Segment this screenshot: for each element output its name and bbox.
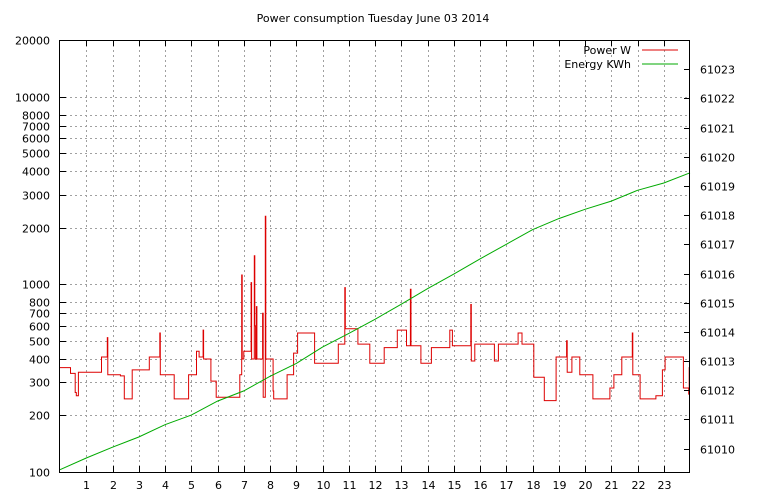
x-tick-label: 15 <box>448 479 462 492</box>
y-right-tick-label: 61019 <box>700 181 735 194</box>
y-left-tick-label: 100 <box>29 467 50 480</box>
legend-label: Energy KWh <box>564 58 631 71</box>
y-right-tick-label: 61012 <box>700 385 735 398</box>
x-tick-label: 3 <box>136 479 143 492</box>
x-tick-label: 22 <box>632 479 646 492</box>
plot-frame <box>59 40 690 473</box>
y-left-tick-label: 5000 <box>22 148 50 161</box>
series-power-w-line <box>60 215 690 402</box>
x-tick-label: 6 <box>215 479 222 492</box>
y-right-tick-label: 61018 <box>700 210 735 223</box>
x-tick-label: 5 <box>188 479 195 492</box>
axes: 1 2 3 4 5 6 7 8 9 10 11 12 13 14 15 16 17 18 19 20 21 22 23100… <box>15 35 735 493</box>
x-tick-label: 19 <box>553 479 567 492</box>
x-tick-label: 14 <box>422 479 436 492</box>
x-tick-label: 2 <box>110 479 117 492</box>
y-right-tick-label: 61023 <box>700 64 735 77</box>
y-left-tick-label: 20000 <box>15 35 50 48</box>
y-left-tick-label: 1000 <box>22 279 50 292</box>
x-tick-label: 9 <box>293 479 300 492</box>
x-tick-label: 12 <box>369 479 383 492</box>
y-left-tick-label: 500 <box>29 336 50 349</box>
y-right-tick-label: 61017 <box>700 239 735 252</box>
y-left-tick-label: 3000 <box>22 190 50 203</box>
x-tick-label: 16 <box>474 479 488 492</box>
y-right-tick-label: 61014 <box>700 327 735 340</box>
x-tick-label: 8 <box>267 479 274 492</box>
series-layer <box>59 172 691 471</box>
y-left-tick-label: 400 <box>29 354 50 367</box>
y-right-tick-label: 61013 <box>700 356 735 369</box>
y-left-tick-label: 4000 <box>22 166 50 179</box>
x-tick-label: 20 <box>579 479 593 492</box>
y-left-tick-label: 10000 <box>15 92 50 105</box>
y-left-tick-label: 700 <box>29 308 50 321</box>
y-left-tick-label: 200 <box>29 410 50 423</box>
x-tick-label: 23 <box>658 479 672 492</box>
y-right-tick-label: 61022 <box>700 93 735 106</box>
x-tick-label: 11 <box>343 479 357 492</box>
y-left-tick-label: 7000 <box>22 121 50 134</box>
chart-title: Power consumption Tuesday June 03 2014 <box>257 12 490 25</box>
x-tick-label: 21 <box>605 479 619 492</box>
x-tick-label: 18 <box>527 479 541 492</box>
y-right-tick-label: 61015 <box>700 298 735 311</box>
y-left-tick-label: 600 <box>29 321 50 334</box>
y-left-tick-label: 800 <box>29 297 50 310</box>
x-tick-label: 10 <box>317 479 331 492</box>
y-right-tick-label: 61010 <box>700 444 735 457</box>
y-left-tick-label: 2000 <box>22 223 50 236</box>
grid <box>60 40 690 472</box>
y-right-tick-label: 61016 <box>700 269 735 282</box>
y-left-tick-label: 300 <box>29 377 50 390</box>
series-energy-kwh-line <box>59 172 691 471</box>
x-tick-label: 13 <box>395 479 409 492</box>
x-tick-label: 7 <box>241 479 248 492</box>
y-right-tick-label: 61011 <box>700 414 735 427</box>
legend-label: Power W <box>583 44 631 57</box>
y-right-tick-label: 61021 <box>700 123 735 136</box>
x-tick-label: 1 <box>83 479 90 492</box>
x-tick-label: 4 <box>162 479 169 492</box>
x-tick-label: 17 <box>500 479 514 492</box>
y-left-tick-label: 6000 <box>22 133 50 146</box>
y-left-tick-label: 8000 <box>22 110 50 123</box>
y-right-tick-label: 61020 <box>700 152 735 165</box>
